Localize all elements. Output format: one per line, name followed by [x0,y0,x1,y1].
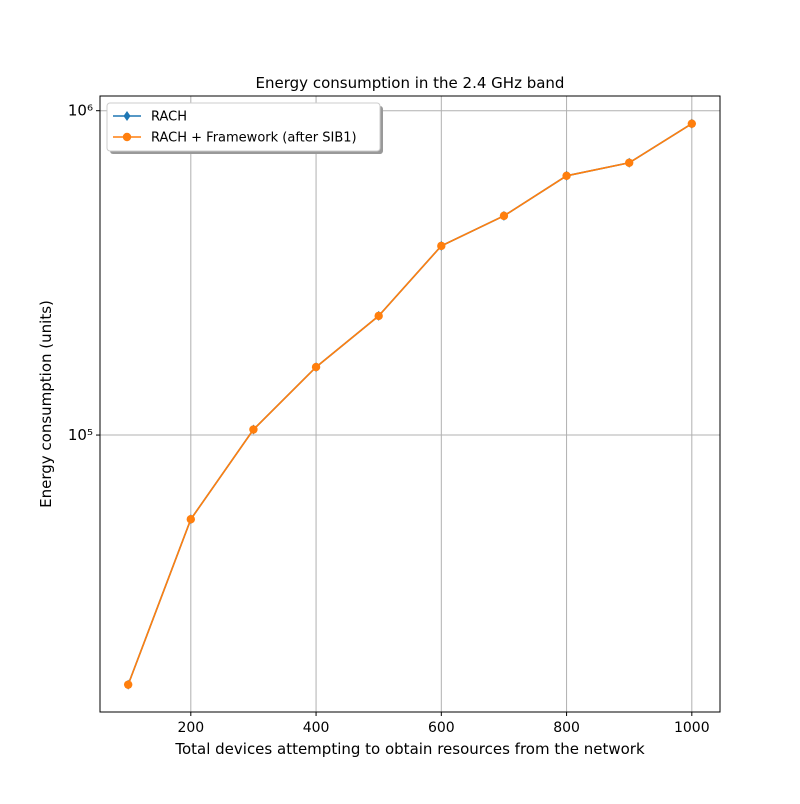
x-tick-label: 600 [428,720,455,736]
x-tick-label: 800 [553,720,580,736]
y-tick-label: 10⁶ [68,102,93,120]
x-tick-label: 400 [303,720,330,736]
marker [123,680,133,689]
marker [437,241,446,251]
chart-title: Energy consumption in the 2.4 GHz band [256,74,565,92]
legend-marker [122,132,132,142]
x-tick-label: 200 [177,720,204,736]
marker [249,425,258,434]
marker [374,311,383,321]
legend-marker [123,111,131,121]
legend-box [106,102,381,152]
marker [499,211,509,221]
plot-frame [99,95,721,713]
marker [186,515,196,524]
marker [311,362,321,372]
x-tick-label: 1000 [674,720,710,736]
legend-label: RACH [151,110,187,125]
marker [687,119,697,128]
marker [562,171,571,180]
series-line [127,122,693,685]
y-axis-label: Energy consumption (units) [37,300,55,508]
y-tick-label: 10⁵ [68,426,93,444]
x-axis-label: Total devices attempting to obtain resou… [174,740,645,758]
legend-label: RACH + Framework (after SIB1) [151,131,357,146]
series-line [127,122,693,685]
marker [624,158,634,167]
